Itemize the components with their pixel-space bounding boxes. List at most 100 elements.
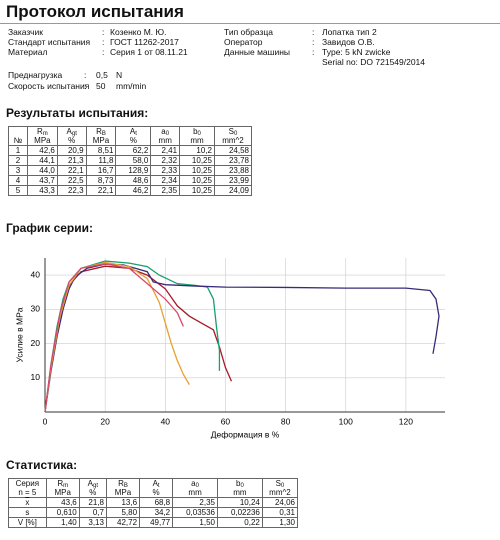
setting-value: 0,5	[96, 70, 108, 80]
table-cell: 21,3	[56, 155, 87, 166]
symbol: R	[118, 479, 124, 488]
symbol: R	[96, 127, 102, 136]
x-tick-label: 20	[100, 416, 110, 426]
column-symbol: Rm	[49, 479, 77, 489]
info-label: Заказчик	[8, 27, 43, 37]
table-cell: 13,6	[105, 497, 141, 508]
table-cell: 43,7	[26, 175, 58, 186]
row-label: s	[8, 507, 47, 518]
table-cell: 1,30	[261, 517, 299, 528]
symbol-sub: 0	[197, 131, 201, 137]
table-cell: 23,78	[213, 155, 253, 166]
series-line	[44, 261, 190, 413]
column-unit: %	[129, 136, 137, 145]
chart-heading: График серии:	[6, 221, 93, 235]
column-unit: mm	[188, 488, 202, 497]
table-cell: 11,8	[85, 155, 117, 166]
column-header: At%	[115, 126, 152, 146]
column-header: b0 mm	[217, 478, 263, 498]
x-tick-label: 120	[399, 416, 413, 426]
table-cell: 8,73	[85, 175, 117, 186]
symbol: A	[152, 479, 158, 488]
x-tick-label: 80	[281, 416, 291, 426]
table-cell: 3,13	[78, 517, 107, 528]
symbol: A	[66, 127, 72, 136]
column-header: At%	[139, 478, 174, 498]
table-cell: 2	[8, 155, 28, 166]
column-unit: mm	[158, 136, 172, 145]
column-header: S0 mm^2	[213, 126, 253, 146]
column-unit: %	[89, 488, 97, 497]
column-header: S0 mm^2	[261, 478, 299, 498]
symbol-sub: t	[157, 483, 160, 489]
column-unit: %	[68, 136, 76, 145]
results-table: № Rm MPa Agt% RB MPa At% a0 mm b0 mm S0 mm^2 1 42,6 20,…	[8, 126, 253, 196]
info-label: Стандарт испытания	[8, 37, 91, 47]
table-cell: 1,50	[172, 517, 218, 528]
setting-separator: :	[84, 70, 87, 80]
chart: 10 20 30 40 0 20 40 60 80 100 120 Деформация в % Уси…	[14, 258, 445, 439]
info-separator: :	[102, 47, 105, 57]
table-row: 4 43,7 22,5 8,73 48,6 2,34 10,25 23,99	[8, 175, 253, 186]
series-line	[44, 263, 440, 413]
setting-label: Скорость испытания	[8, 81, 90, 91]
table-cell: 20,9	[56, 145, 87, 156]
row-label: x	[8, 497, 47, 508]
table-cell: 43,6	[45, 497, 80, 508]
info-separator: :	[102, 37, 105, 47]
column-symbol: S0	[265, 479, 295, 489]
series-line	[44, 265, 233, 413]
info-value: Type: 5 kN zwicke	[322, 47, 391, 57]
table-row: V [%] 1,40 3,13 42,72 49,77 1,50 0,22 1,30	[8, 517, 299, 528]
info-value: Завидов О.В.	[322, 37, 375, 47]
table-cell: 22,5	[56, 175, 87, 186]
table-cell: 10,25	[179, 165, 215, 176]
symbol: R	[57, 479, 64, 488]
column-symbol: RB	[109, 479, 137, 489]
table-cell: 23,88	[213, 165, 253, 176]
table-cell: 42,6	[26, 145, 58, 156]
table-cell: 22,1	[85, 185, 117, 196]
table-cell: 24,09	[213, 185, 253, 196]
info-label: Оператор	[224, 37, 263, 47]
column-symbol: b0	[220, 479, 260, 489]
column-unit: №	[13, 136, 23, 145]
row-label: V [%]	[8, 517, 47, 528]
column-header: a0 mm	[150, 126, 181, 146]
table-cell: 43,3	[26, 185, 58, 196]
column-symbol: a0	[153, 127, 177, 137]
table-cell: 16,7	[85, 165, 117, 176]
symbol-sub: 0	[195, 483, 199, 489]
corner-label: n = 5	[18, 488, 37, 497]
symbol-sub: m	[63, 483, 69, 489]
table-cell: 22,1	[56, 165, 87, 176]
column-header: Rm MPa	[26, 126, 58, 146]
column-header: Rm MPa	[45, 478, 80, 498]
series-line	[44, 263, 184, 413]
symbol-sub: 0	[240, 483, 244, 489]
table-cell: 2,32	[150, 155, 181, 166]
column-symbol: a0	[175, 479, 215, 489]
table-cell: 10,25	[179, 175, 215, 186]
column-symbol: Rm	[30, 127, 55, 137]
table-cell: 21,8	[78, 497, 107, 508]
info-label: Тип образца	[224, 27, 273, 37]
x-tick-label: 60	[221, 416, 231, 426]
symbol-sub: 0	[165, 131, 170, 137]
column-unit: MPa	[54, 488, 71, 497]
column-symbol: At	[118, 127, 148, 137]
table-cell: 34,2	[139, 507, 174, 518]
table-row: x 43,6 21,8 13,6 68,8 2,35 10,24 24,06	[8, 497, 299, 508]
symbol: S	[275, 479, 281, 488]
title: Протокол испытания	[6, 2, 184, 21]
table-cell: 128,9	[115, 165, 152, 176]
table-cell: 0,7	[78, 507, 107, 518]
table-cell: 2,41	[150, 145, 181, 156]
info-value: Лопатка тип 2	[322, 27, 377, 37]
symbol-sub: B	[101, 131, 106, 137]
info-value: Серия 1 от 08.11.21	[110, 47, 188, 57]
table-row: 5 43,3 22,3 22,1 46,2 2,35 10,25 24,09	[8, 185, 253, 196]
corner-label: Серия	[15, 479, 40, 488]
column-unit: mm^2	[269, 488, 291, 497]
y-tick-label: 10	[31, 372, 41, 382]
